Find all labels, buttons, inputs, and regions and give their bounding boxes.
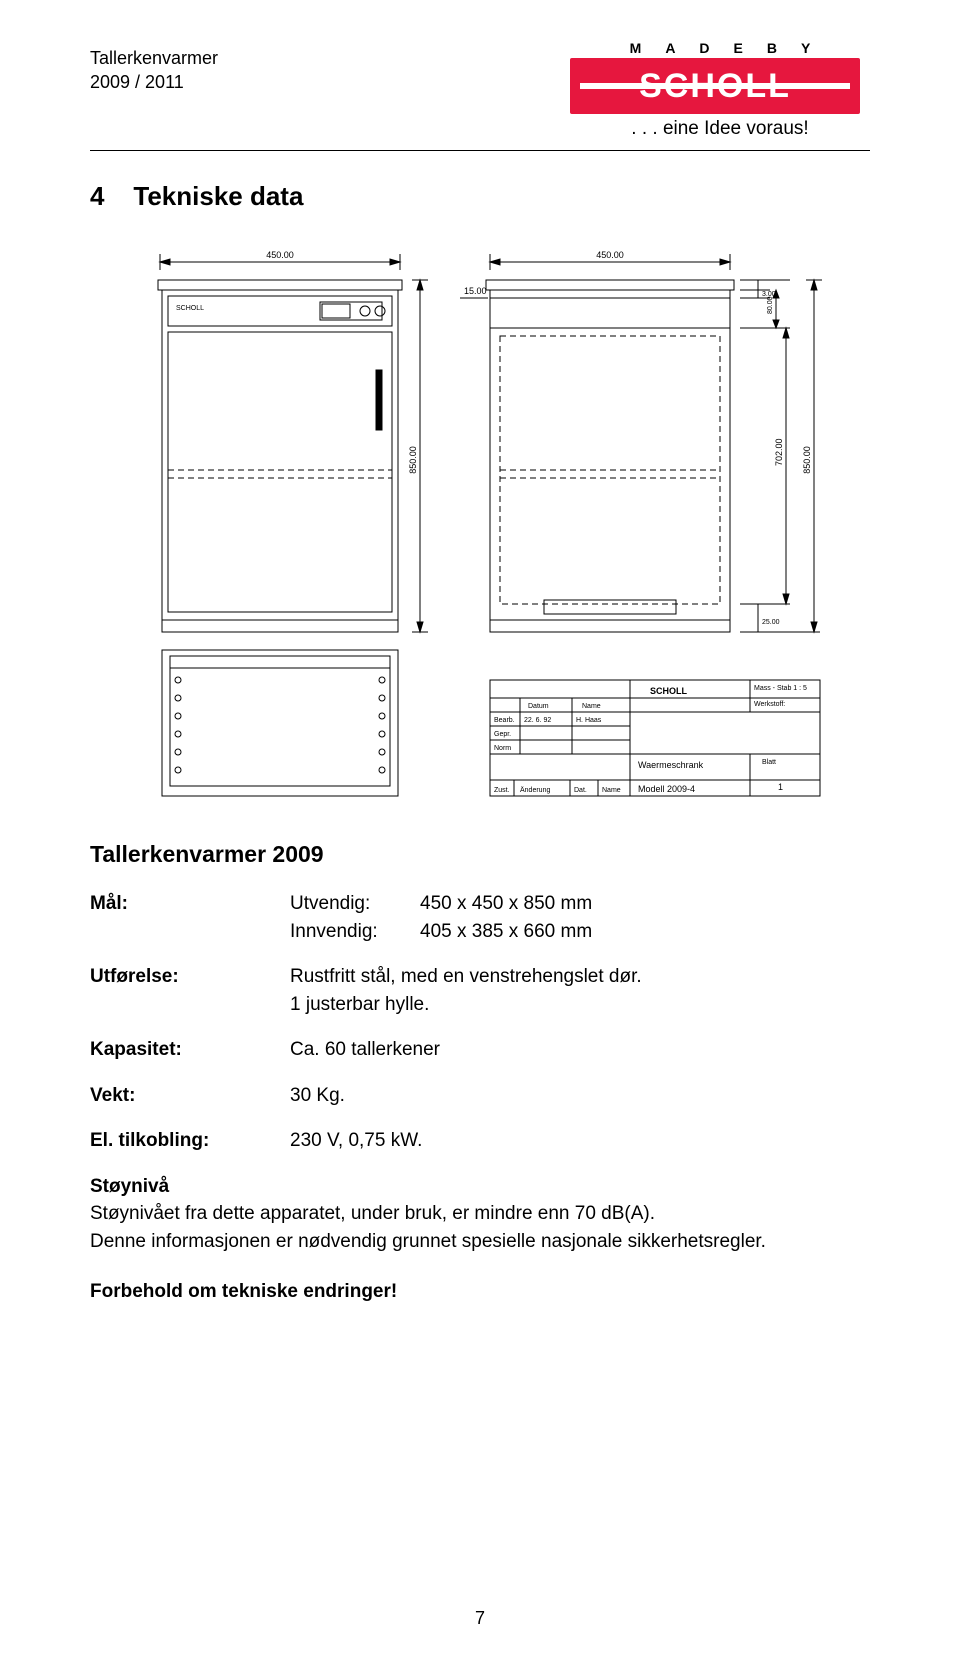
spec-val-kapasitet: Ca. 60 tallerkener: [290, 1036, 870, 1064]
svg-text:Zust.: Zust.: [494, 787, 510, 794]
technical-drawing: 450.00 SCHOLL 850.00 450.00: [90, 240, 870, 805]
section-number: 4: [90, 181, 104, 211]
spec-row-dimensions: Mål: Utvendig: 450 x 450 x 850 mm Innven…: [90, 890, 870, 945]
svg-text:H. Haas: H. Haas: [576, 717, 602, 724]
scholl-brand-text: SCHOLL: [639, 67, 791, 106]
made-by-text: MADEBY: [594, 40, 870, 56]
svg-text:SCHOLL: SCHOLL: [176, 305, 204, 312]
noise-line2: Denne informasjonen er nødvendig grunnet…: [90, 1228, 870, 1256]
innvendig-label: Innvendig:: [290, 918, 420, 946]
spec-val-utforelse: Rustfritt stål, med en venstrehengslet d…: [290, 963, 870, 1018]
scholl-logo: SCHOLL: [570, 58, 860, 114]
spec-label-vekt: Vekt:: [90, 1082, 290, 1110]
svg-text:Änderung: Änderung: [520, 786, 550, 794]
spec-val-mal: Utvendig: 450 x 450 x 850 mm Innvendig: …: [290, 890, 870, 945]
page-header: Tallerkenvarmer 2009 / 2011 MADEBY SCHOL…: [90, 40, 870, 140]
tagline-text: . . . eine Idee voraus!: [570, 118, 870, 140]
svg-text:Gepr.: Gepr.: [494, 731, 511, 738]
header-line2: 2009 / 2011: [90, 70, 218, 94]
utforelse-line1: Rustfritt stål, med en venstrehengslet d…: [290, 963, 870, 991]
section-title-text: Tekniske data: [133, 181, 303, 211]
svg-text:Datum: Datum: [528, 703, 549, 710]
spec-val-el: 230 V, 0,75 kW.: [290, 1127, 870, 1155]
svg-text:450.00: 450.00: [596, 250, 624, 260]
spec-row-utforelse: Utførelse: Rustfritt stål, med en venstr…: [90, 963, 870, 1018]
svg-text:22. 6. 92: 22. 6. 92: [524, 717, 551, 724]
noise-title: Støynivå: [90, 1173, 870, 1201]
svg-text:Werkstoff:: Werkstoff:: [754, 701, 785, 708]
header-divider: [90, 150, 870, 151]
svg-text:80.00: 80.00: [767, 296, 774, 314]
svg-text:850.00: 850.00: [802, 446, 812, 474]
svg-text:Dat.: Dat.: [574, 787, 587, 794]
header-product-id: Tallerkenvarmer 2009 / 2011: [90, 40, 218, 95]
svg-text:Norm: Norm: [494, 745, 511, 752]
svg-text:Waermeschrank: Waermeschrank: [638, 760, 704, 770]
utforelse-line2: 1 justerbar hylle.: [290, 991, 870, 1019]
svg-text:450.00: 450.00: [266, 250, 294, 260]
svg-text:Bearb.: Bearb.: [494, 717, 515, 724]
drawing-svg: 450.00 SCHOLL 850.00 450.00: [90, 240, 870, 800]
spec-label-utforelse: Utførelse:: [90, 963, 290, 1018]
product-subtitle: Tallerkenvarmer 2009: [90, 841, 870, 868]
svg-text:15.00: 15.00: [464, 286, 487, 296]
spec-table: Mål: Utvendig: 450 x 450 x 850 mm Innven…: [90, 890, 870, 1155]
svg-text:Name: Name: [582, 703, 601, 710]
svg-text:Blatt: Blatt: [762, 759, 776, 766]
utvendig-value: 450 x 450 x 850 mm: [420, 890, 592, 918]
svg-text:850.00: 850.00: [408, 446, 418, 474]
innvendig-value: 405 x 385 x 660 mm: [420, 918, 592, 946]
svg-text:25.00: 25.00: [762, 619, 780, 626]
page-number: 7: [0, 1608, 960, 1629]
svg-text:702.00: 702.00: [774, 438, 784, 466]
spec-label-el: El. tilkobling:: [90, 1127, 290, 1155]
header-line1: Tallerkenvarmer: [90, 46, 218, 70]
svg-text:Modell 2009-4: Modell 2009-4: [638, 784, 695, 794]
noise-line1: Støynivået fra dette apparatet, under br…: [90, 1200, 870, 1228]
disclaimer-text: Forbehold om tekniske endringer!: [90, 1281, 870, 1303]
noise-block: Støynivå Støynivået fra dette apparatet,…: [90, 1173, 870, 1256]
spec-row-kapasitet: Kapasitet: Ca. 60 tallerkener: [90, 1036, 870, 1064]
spec-label-mal: Mål:: [90, 890, 290, 945]
svg-text:1: 1: [778, 782, 783, 792]
brand-logo-block: MADEBY SCHOLL . . . eine Idee voraus!: [570, 40, 870, 140]
section-heading: 4 Tekniske data: [90, 181, 870, 212]
svg-text:SCHOLL: SCHOLL: [650, 686, 688, 696]
spec-label-kapasitet: Kapasitet:: [90, 1036, 290, 1064]
svg-text:Mass - Stab 1 : 5: Mass - Stab 1 : 5: [754, 685, 807, 692]
utvendig-label: Utvendig:: [290, 890, 420, 918]
spec-val-vekt: 30 Kg.: [290, 1082, 870, 1110]
spec-row-vekt: Vekt: 30 Kg.: [90, 1082, 870, 1110]
svg-text:Name: Name: [602, 787, 621, 794]
spec-row-el: El. tilkobling: 230 V, 0,75 kW.: [90, 1127, 870, 1155]
